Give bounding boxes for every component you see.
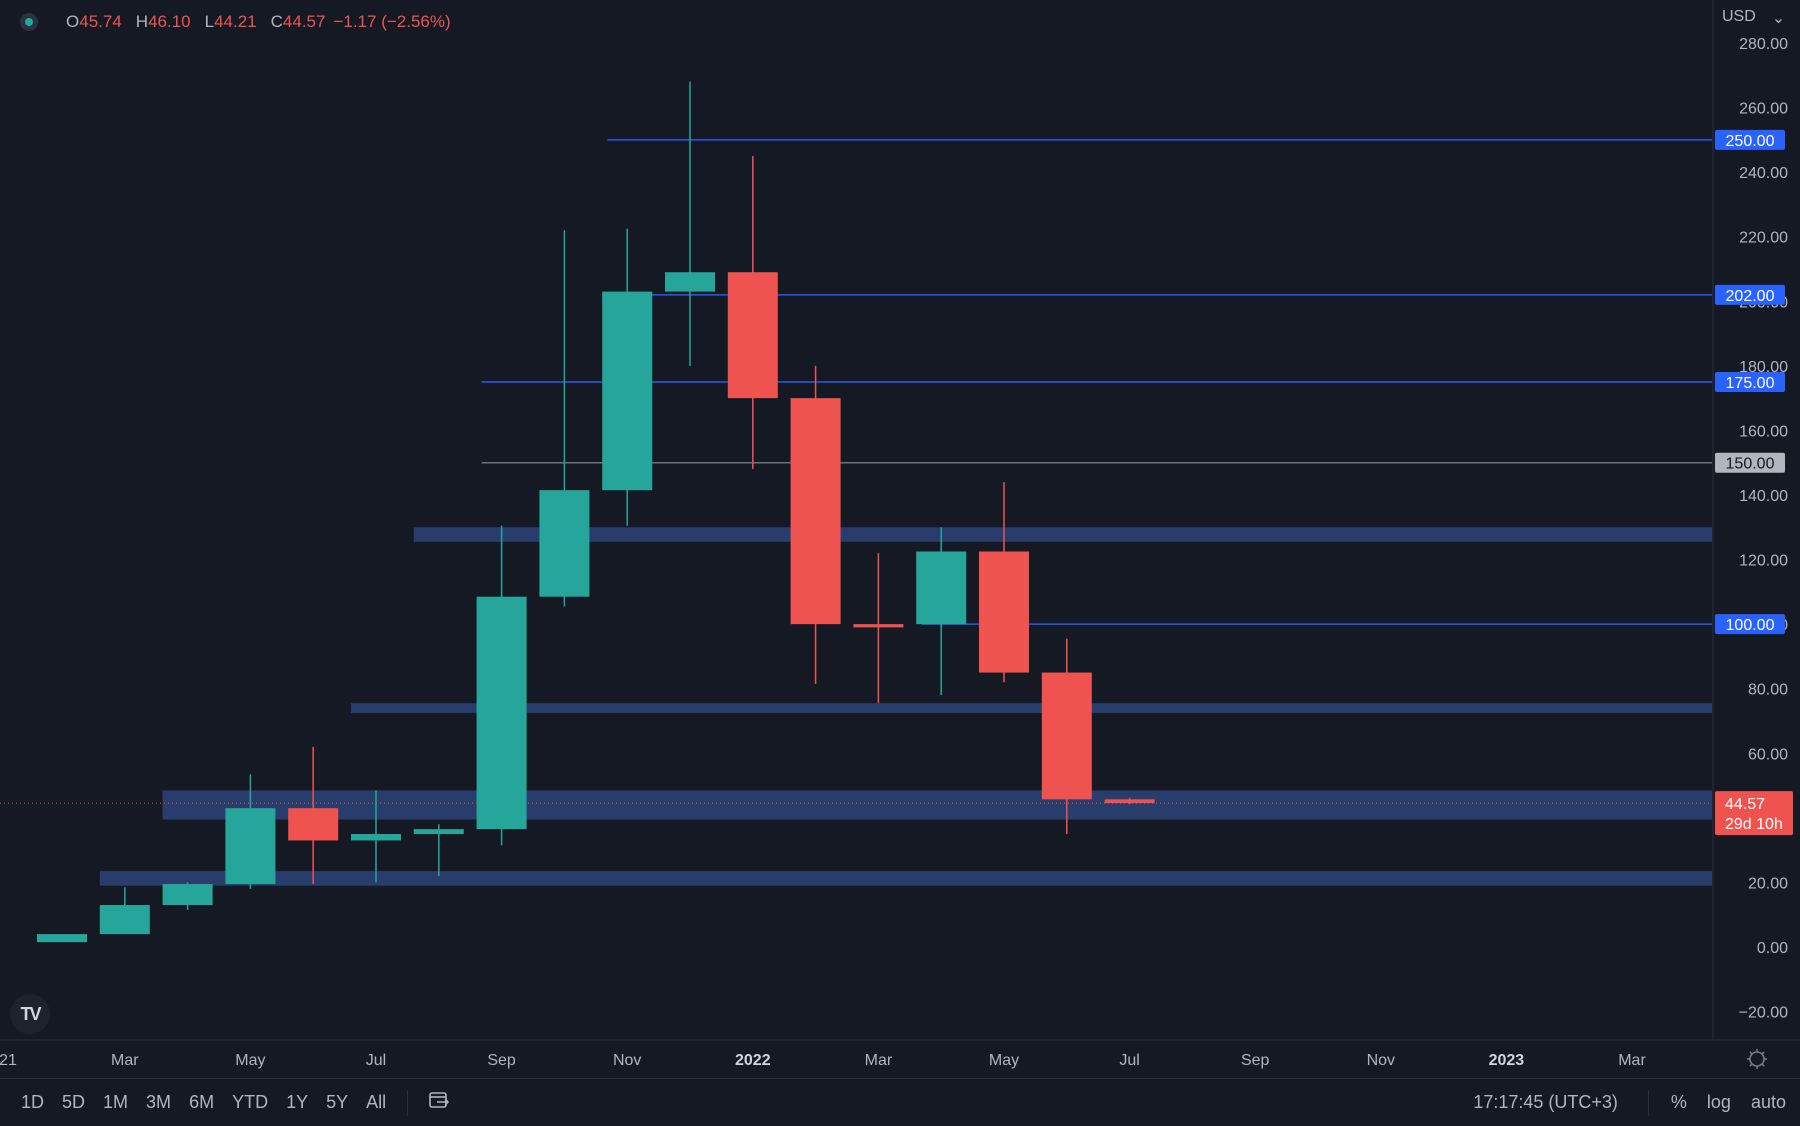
bottom-toolbar: 1D 5D 1M 3M 6M YTD 1Y 5Y All 17:17:45 (U…	[0, 1078, 1800, 1126]
time-tick-label: Nov	[1367, 1052, 1395, 1069]
toolbar-right: 17:17:45 (UTC+3) % log auto	[1473, 1089, 1800, 1116]
price-tick-label: 60.00	[1748, 746, 1788, 763]
currency-label: USD	[1722, 8, 1756, 25]
time-tick-label: 21	[0, 1052, 17, 1069]
low-label: L	[204, 12, 215, 31]
time-tick-label: Jul	[366, 1052, 386, 1069]
support-zone[interactable]	[99, 871, 1712, 886]
time-tick-label: Mar	[865, 1052, 893, 1069]
candle-body[interactable]	[790, 398, 841, 625]
change-value: −1.17 (−2.56%)	[333, 12, 451, 31]
range-button-1d[interactable]: 1D	[21, 1092, 45, 1112]
open-value: 45.74	[79, 12, 122, 31]
currency-selector[interactable]: USD ⌄	[1722, 8, 1785, 28]
candle-body[interactable]	[539, 490, 590, 597]
candle-body[interactable]	[1041, 672, 1092, 800]
support-zone[interactable]	[413, 527, 1712, 542]
auto-toggle[interactable]: auto	[1750, 1092, 1786, 1112]
price-tick-label: 280.00	[1739, 36, 1788, 53]
countdown-label: 29d 10h	[1725, 816, 1783, 833]
time-tick-label: 2022	[735, 1052, 771, 1069]
price-tick-label: 140.00	[1739, 488, 1788, 505]
range-button-all[interactable]: All	[366, 1092, 387, 1112]
candle-body[interactable]	[602, 291, 653, 491]
candle-body[interactable]	[225, 808, 276, 885]
tradingview-logo[interactable]: TV	[10, 994, 50, 1034]
price-tick-label: 240.00	[1739, 165, 1788, 182]
range-button-5d[interactable]: 5D	[62, 1092, 86, 1112]
level-price-tag-label: 250.00	[1726, 133, 1775, 150]
time-tick-label: Sep	[487, 1052, 516, 1069]
candle-body[interactable]	[727, 272, 778, 399]
price-tick-label: 260.00	[1739, 101, 1788, 118]
range-button-6m[interactable]: 6M	[189, 1092, 215, 1112]
level-price-tag[interactable]	[1715, 452, 1785, 473]
low-value: 44.21	[214, 12, 257, 31]
level-price-tag-label: 175.00	[1726, 375, 1775, 392]
candle-body[interactable]	[351, 834, 401, 841]
support-zone[interactable]	[162, 790, 1713, 820]
candle-body[interactable]	[665, 272, 715, 292]
candle-body[interactable]	[162, 884, 213, 906]
candle-body[interactable]	[288, 808, 339, 841]
candle-body[interactable]	[853, 624, 904, 628]
range-button-1y[interactable]: 1Y	[286, 1092, 309, 1112]
clock-timezone[interactable]: 17:17:45 (UTC+3)	[1473, 1092, 1618, 1112]
support-zone[interactable]	[351, 703, 1712, 713]
level-price-tag[interactable]	[1715, 614, 1785, 635]
price-tick-label: 220.00	[1739, 230, 1788, 247]
price-tick-label: 180.00	[1739, 359, 1788, 376]
last-price-tag-label: 44.57	[1725, 796, 1765, 813]
time-tick-label: Sep	[1241, 1052, 1270, 1069]
level-price-tag-label: 150.00	[1726, 456, 1775, 473]
log-toggle[interactable]: log	[1706, 1092, 1731, 1112]
chevron-down-icon: ⌄	[1771, 10, 1786, 27]
toolbar-divider	[1647, 1089, 1649, 1116]
time-tick-label: Jul	[1119, 1052, 1139, 1069]
candle-body[interactable]	[99, 905, 150, 935]
close-value: 44.57	[282, 12, 326, 31]
time-tick-label: May	[235, 1052, 265, 1069]
percent-toggle[interactable]: %	[1670, 1092, 1687, 1112]
ohlc-legend: O 45.74 H 46.10 L 44.21 C 44.57 −1.17 (−2.56…	[20, 10, 451, 34]
price-tick-label: 0.00	[1757, 940, 1788, 957]
range-button-ytd[interactable]: YTD	[232, 1092, 269, 1112]
level-price-tag-label: 100.00	[1726, 617, 1775, 634]
calendar-goto-icon[interactable]	[420, 1090, 458, 1116]
candle-body[interactable]	[413, 829, 464, 834]
candle-body[interactable]	[1104, 799, 1155, 804]
time-tick-label: Mar	[111, 1052, 139, 1069]
time-tick-label: 2023	[1489, 1052, 1525, 1069]
price-tick-label: 160.00	[1739, 423, 1788, 440]
price-tick-label: 120.00	[1739, 553, 1788, 570]
range-button-5y[interactable]: 5Y	[326, 1092, 349, 1112]
time-tick-label: Nov	[613, 1052, 641, 1069]
candle-body[interactable]	[476, 596, 527, 830]
range-button-1m[interactable]: 1M	[103, 1092, 129, 1112]
gear-icon[interactable]	[1747, 1049, 1767, 1069]
level-price-tag[interactable]	[1715, 284, 1785, 305]
high-label: H	[135, 12, 149, 31]
open-label: O	[66, 12, 80, 31]
level-price-tag[interactable]	[1715, 129, 1785, 150]
price-tick-label: 80.00	[1748, 682, 1788, 699]
range-button-3m[interactable]: 3M	[146, 1092, 172, 1112]
price-tick-label: −20.00	[1739, 1005, 1788, 1022]
level-price-tag-label: 202.00	[1726, 288, 1775, 305]
market-status-icon[interactable]	[20, 13, 38, 31]
candle-body[interactable]	[37, 934, 87, 943]
price-tick-label: 20.00	[1748, 875, 1788, 892]
toolbar-divider	[407, 1089, 409, 1116]
candle-body[interactable]	[916, 551, 967, 625]
high-value: 46.10	[148, 12, 191, 31]
candle-body[interactable]	[979, 551, 1029, 673]
close-label: C	[270, 12, 283, 31]
level-price-tag[interactable]	[1715, 372, 1785, 392]
last-price-tag[interactable]	[1715, 791, 1793, 836]
time-tick-label: Mar	[1618, 1052, 1646, 1069]
time-tick-label: May	[989, 1052, 1019, 1069]
